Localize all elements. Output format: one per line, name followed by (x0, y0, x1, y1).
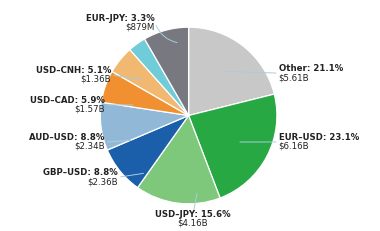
Text: $4.16B: $4.16B (178, 219, 208, 228)
Wedge shape (100, 102, 188, 150)
Wedge shape (130, 39, 188, 115)
Wedge shape (188, 27, 274, 116)
Text: $5.61B: $5.61B (279, 73, 309, 82)
Text: $2.34B: $2.34B (74, 142, 105, 151)
Text: $879M: $879M (126, 23, 155, 32)
Text: $1.36B: $1.36B (80, 75, 111, 84)
Wedge shape (107, 116, 188, 188)
Wedge shape (145, 27, 188, 116)
Text: $2.36B: $2.36B (87, 177, 118, 186)
Text: USD–CAD: 5.9%: USD–CAD: 5.9% (30, 96, 105, 105)
Text: EUR–JPY: 3.3%: EUR–JPY: 3.3% (86, 14, 155, 23)
Text: Other: 21.1%: Other: 21.1% (279, 64, 343, 73)
Text: GBP–USD: 8.8%: GBP–USD: 8.8% (43, 168, 118, 177)
Wedge shape (188, 94, 277, 198)
Text: $1.57B: $1.57B (74, 105, 105, 114)
Text: EUR–USD: 23.1%: EUR–USD: 23.1% (279, 133, 359, 142)
Text: $6.16B: $6.16B (279, 142, 309, 151)
Text: USD–CNH: 5.1%: USD–CNH: 5.1% (35, 66, 111, 75)
Wedge shape (138, 116, 220, 204)
Wedge shape (101, 72, 188, 116)
Wedge shape (112, 50, 188, 116)
Text: AUD–USD: 8.8%: AUD–USD: 8.8% (29, 133, 105, 142)
Text: USD–JPY: 15.6%: USD–JPY: 15.6% (155, 210, 231, 219)
